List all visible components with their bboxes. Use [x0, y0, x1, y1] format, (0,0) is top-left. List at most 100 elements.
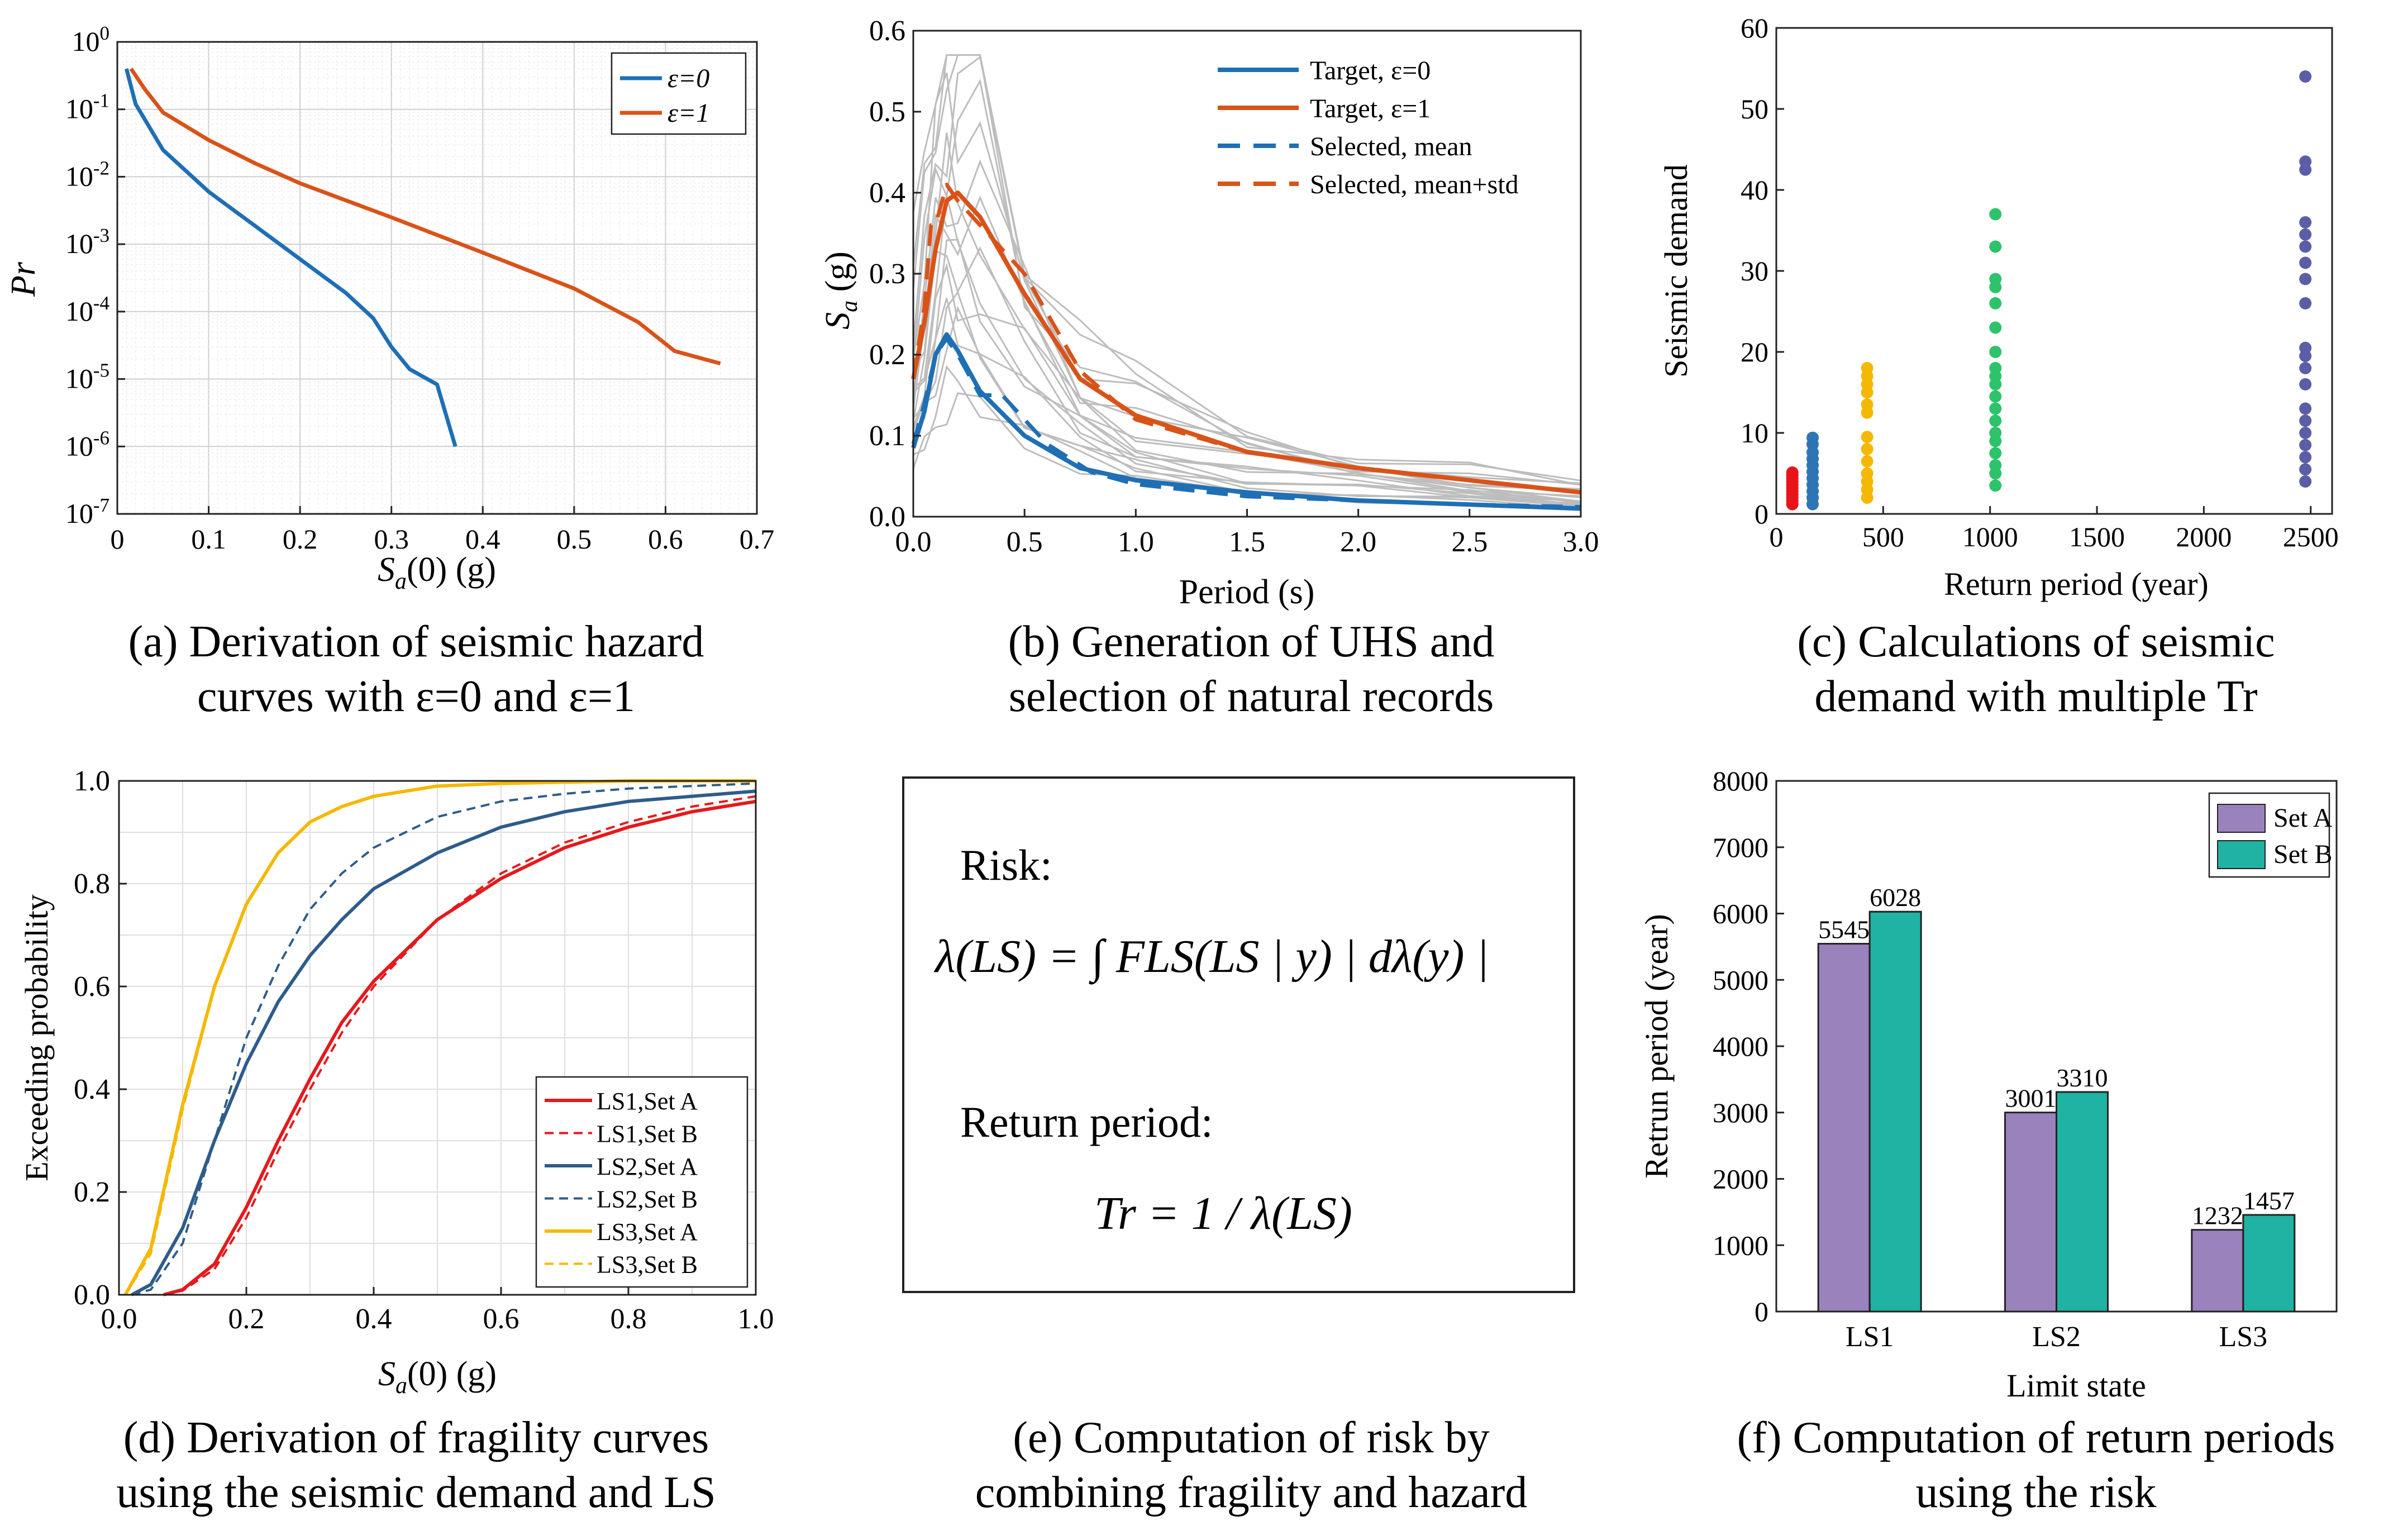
data-point: [1989, 362, 2002, 374]
legend-label: LS2,Set B: [597, 1186, 698, 1213]
series-line: [131, 789, 756, 1296]
data-point: [2299, 427, 2312, 439]
x-tick-label: 0.5: [1007, 526, 1043, 558]
chart-d-xlabel: Sa(0) (g): [378, 1355, 497, 1396]
legend-label: LS2,Set A: [597, 1153, 698, 1180]
caption-f-line1: (f) Computation of return periods: [1737, 1413, 2335, 1462]
chart-b-records: [912, 54, 1581, 509]
x-tick-label: 2000: [2176, 521, 2232, 552]
chart-a: 0 0.1 0.2 0.3 0.4 0.5 0.6 0.7 10-7 10-6 10-5 10-4 10…: [4, 22, 775, 594]
chart-d-ylabel: Exceeding probability: [18, 894, 55, 1181]
x-tick-label: LS2: [2032, 1321, 2081, 1353]
chart-a-legend: ε=0ε=1: [611, 52, 747, 135]
record-curve: [912, 159, 1581, 492]
y-tick-label: 0.4: [74, 1074, 110, 1105]
data-point: [1989, 390, 2002, 403]
chart-d-legend: LS1,Set A LS1,Set B LS2,Set A LS2,Set B LS3,…: [535, 1076, 749, 1288]
caption-c-line2: demand with multiple Tr: [1814, 672, 2258, 721]
x-tick-label: 0.6: [483, 1303, 519, 1335]
return-period-equation: Tr = 1 / λ(LS): [1094, 1188, 1352, 1239]
y-tick-label: 10-5: [65, 360, 109, 394]
caption-b-line2: selection of natural records: [1008, 672, 1494, 721]
data-point: [1989, 447, 2002, 460]
legend-label: LS3,Set A: [597, 1218, 698, 1246]
series-line: [131, 782, 756, 1296]
chart-b-legend: Target, ε=0 Target, ε=1 Selected, mean Sele…: [1218, 56, 1519, 199]
data-point: [2299, 414, 2312, 427]
y-tick-label: 30: [1741, 255, 1768, 287]
caption-d-line1: (d) Derivation of fragility curves: [123, 1413, 709, 1462]
data-label: 6028: [1870, 883, 1921, 912]
record-curve: [913, 365, 1581, 509]
x-tick-label: 0.2: [228, 1303, 265, 1335]
bar: [1868, 910, 1922, 1313]
data-point: [2299, 228, 2312, 241]
y-tick-label: 10-2: [65, 157, 109, 192]
y-tick-label: 0.6: [74, 971, 110, 1003]
data-point: [2299, 70, 2312, 83]
x-tick-label: 0.6: [648, 523, 683, 555]
chart-f-ticks: 0 1000 2000 3000 4000 5000 6000 7000 8000 LS1 LS2 L…: [1713, 765, 2267, 1353]
x-tick-label: 0.7: [740, 523, 775, 555]
legend-label: ε=0: [668, 64, 709, 93]
chart-d-ticks: 0.0 0.2 0.4 0.6 0.8 1.0 0.0 0.2 0.4 0.6 0.8 1.0: [74, 765, 774, 1335]
legend-box: [535, 1076, 749, 1288]
data-point: [2299, 463, 2312, 476]
chart-a-xlabel: Sa(0) (g): [378, 551, 496, 594]
legend-label: Target, ε=1: [1310, 94, 1431, 123]
caption-a-line2: curves with ε=0 and ε=1: [197, 672, 635, 721]
x-tick-label: 1000: [1962, 521, 2018, 552]
data-point: [1861, 398, 1873, 411]
y-tick-label: 0: [1755, 1296, 1768, 1327]
caption-a: (a) Derivation of seismic hazard curves …: [34, 614, 799, 724]
legend-label: LS1,Set A: [597, 1088, 698, 1115]
legend-label: Target, ε=0: [1310, 56, 1431, 85]
data-point: [2299, 256, 2312, 269]
record-curve: [912, 263, 1581, 503]
chart-c-ylabel: Seismic demand: [1658, 164, 1694, 378]
legend-label: Selected, mean+std: [1310, 170, 1519, 199]
chart-a-ylabel: Pr: [4, 261, 42, 297]
y-tick-label: 0.4: [869, 177, 905, 209]
data-point: [1989, 427, 2002, 439]
record-curve: [912, 298, 1581, 507]
data-point: [2299, 155, 2312, 168]
record-curve: [912, 54, 1581, 486]
legend-box: [611, 52, 747, 135]
y-tick-label: 7000: [1713, 832, 1768, 863]
x-tick-label: 0.1: [191, 523, 226, 555]
y-tick-label: 10: [1741, 417, 1768, 449]
legend-swatch: [2217, 840, 2266, 869]
legend-label: ε=1: [668, 98, 709, 128]
data-point: [1989, 459, 2002, 471]
chart-c: 0 500 1000 1500 2000 2500 0 10 20 30 40 50 60 Seismi…: [1658, 12, 2339, 602]
data-point: [2299, 341, 2312, 354]
risk-label: Risk:: [960, 841, 1052, 889]
series-line: [124, 68, 457, 447]
x-tick-label: 2.5: [1451, 526, 1488, 558]
chart-f-xlabel: Limit state: [2006, 1367, 2146, 1402]
y-tick-label: 10-6: [65, 427, 109, 461]
caption-d: (d) Derivation of fragility curves using…: [34, 1410, 799, 1520]
x-tick-label: 2.0: [1340, 526, 1376, 558]
data-point: [1989, 321, 2002, 334]
bar: [2191, 1229, 2244, 1313]
data-point: [1806, 431, 1819, 444]
series-line: [129, 68, 721, 366]
y-tick-label: 10-4: [65, 292, 109, 327]
caption-e: (e) Computation of risk by combining fra…: [860, 1410, 1642, 1520]
legend-label: LS1,Set B: [597, 1121, 698, 1148]
record-curve: [912, 54, 1581, 481]
series-line: [911, 336, 1581, 509]
caption-e-line1: (e) Computation of risk by: [1013, 1413, 1490, 1462]
y-tick-label: 2000: [1713, 1164, 1768, 1195]
data-label: 5545: [1818, 916, 1870, 944]
record-curve: [912, 55, 1581, 484]
chart-b: 0.0 0.5 1.0 1.5 2.0 2.5 3.0 0.0 0.1 0.2 0.3 0.4 0.5 0…: [819, 15, 1599, 611]
data-point: [2299, 402, 2312, 415]
x-tick-label: 0.4: [356, 1303, 392, 1335]
legend-label: Set B: [2273, 840, 2332, 869]
data-point: [1989, 414, 2002, 427]
data-point: [2299, 273, 2312, 285]
series-line: [124, 780, 756, 1296]
